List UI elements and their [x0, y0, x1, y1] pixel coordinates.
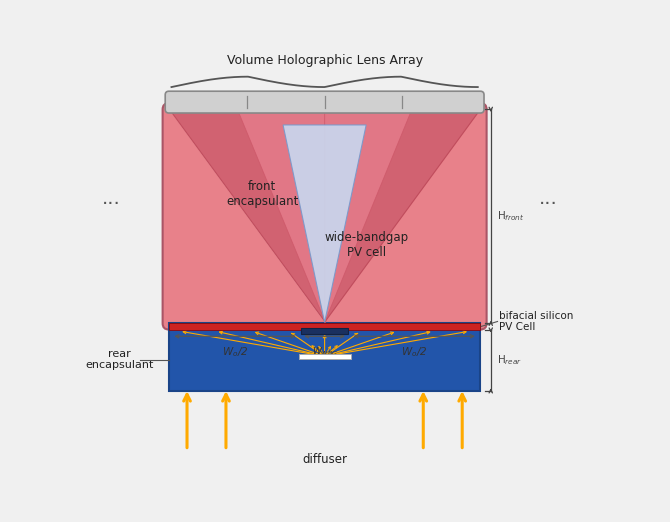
- Text: ...: ...: [539, 189, 557, 208]
- Polygon shape: [325, 110, 480, 322]
- Text: bifacial silicon
PV Cell: bifacial silicon PV Cell: [499, 311, 574, 333]
- Polygon shape: [169, 110, 325, 322]
- Text: ...: ...: [103, 189, 121, 208]
- Bar: [169, 323, 480, 330]
- Polygon shape: [283, 125, 366, 322]
- FancyBboxPatch shape: [163, 103, 486, 329]
- Text: W$_o$/2: W$_o$/2: [222, 346, 248, 360]
- Text: H$_{front}$: H$_{front}$: [497, 209, 525, 223]
- Text: front
encapsulant: front encapsulant: [226, 180, 299, 208]
- Text: diffuser: diffuser: [302, 453, 347, 466]
- Text: H$_{rear}$: H$_{rear}$: [497, 353, 522, 367]
- FancyBboxPatch shape: [165, 91, 484, 113]
- Text: wide-bandgap
PV cell: wide-bandgap PV cell: [324, 231, 408, 259]
- Bar: [302, 328, 348, 334]
- Polygon shape: [169, 110, 480, 322]
- Polygon shape: [237, 110, 325, 322]
- Polygon shape: [325, 110, 412, 322]
- Text: W$_{WBG}$: W$_{WBG}$: [312, 346, 338, 358]
- Bar: [299, 354, 350, 359]
- Text: W$_o$/2: W$_o$/2: [401, 346, 427, 360]
- Text: Volume Holographic Lens Array: Volume Holographic Lens Array: [226, 54, 423, 67]
- Bar: [169, 323, 480, 391]
- Text: rear
encapsulant: rear encapsulant: [85, 349, 153, 371]
